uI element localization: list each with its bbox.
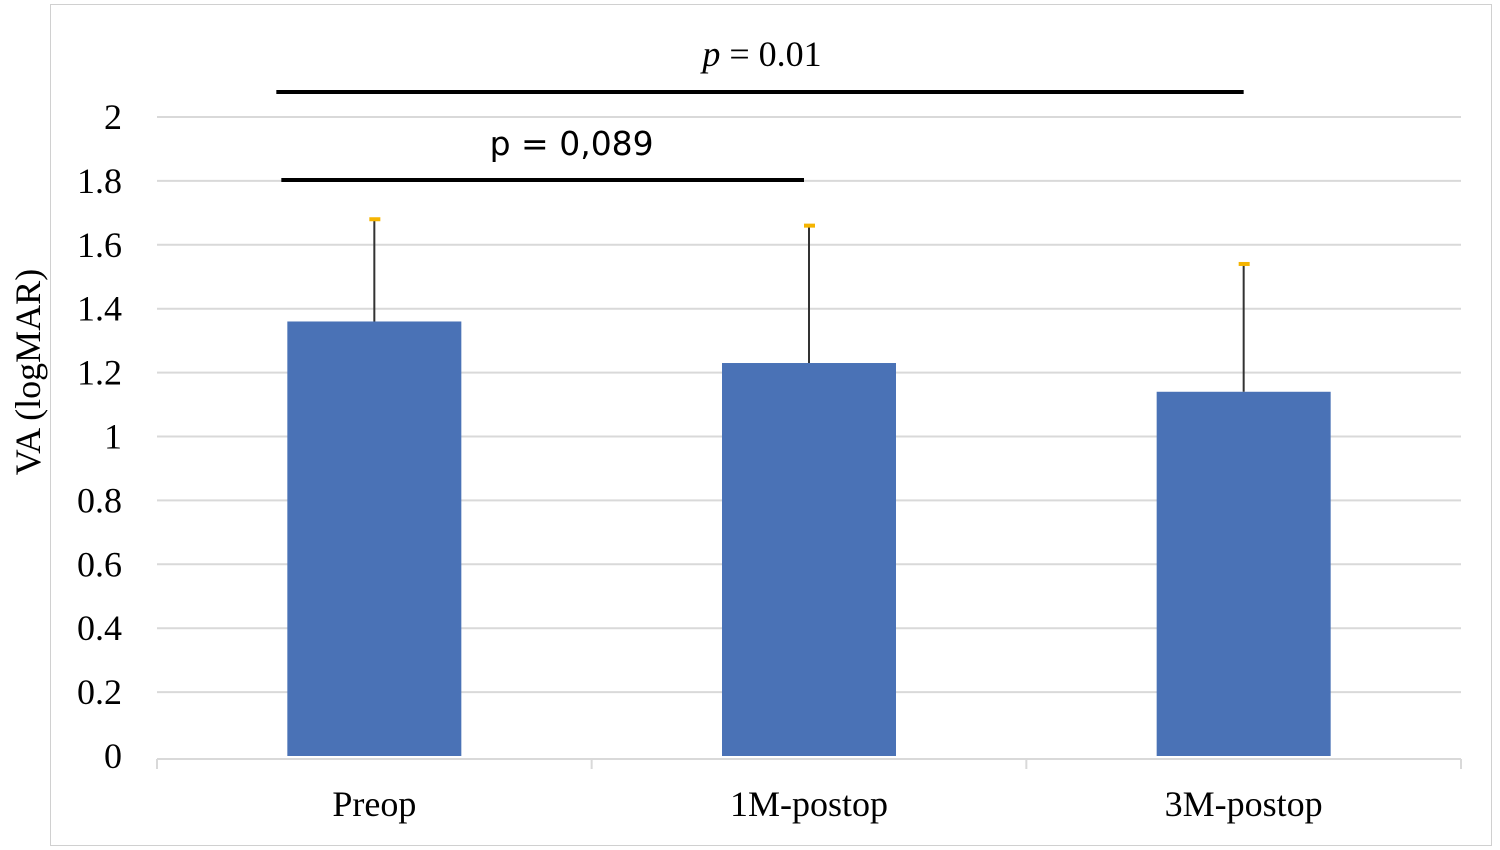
bars bbox=[287, 217, 1331, 756]
p-italic: p bbox=[699, 34, 720, 74]
bar bbox=[722, 363, 896, 756]
x-axis bbox=[156, 758, 1462, 769]
y-tick-label: 1.4 bbox=[77, 289, 122, 329]
y-tick-label: 0.6 bbox=[77, 544, 122, 584]
x-category-label: 1M-postop bbox=[730, 784, 888, 824]
bar bbox=[287, 321, 462, 756]
y-tick-label: 2 bbox=[104, 97, 122, 137]
x-category-label: 3M-postop bbox=[1165, 784, 1323, 824]
y-tick-label: 0.8 bbox=[77, 480, 122, 520]
y-axis-label: VA (logMAR) bbox=[8, 269, 48, 475]
x-category-label: Preop bbox=[332, 784, 416, 824]
y-tick-label: 0.4 bbox=[77, 608, 122, 648]
p-value-label: p = 0,089 bbox=[490, 124, 654, 163]
p-value-rest: = 0.01 bbox=[720, 34, 821, 74]
y-tick-labels: 0 0.2 0.4 0.6 0.8 1 1.2 1.4 1.6 1.8 2 bbox=[77, 97, 122, 776]
y-tick-label: 1.6 bbox=[77, 225, 122, 265]
significance-annotations: p = 0,089 p = 0.01 bbox=[276, 34, 1244, 182]
y-tick-label: 0 bbox=[104, 736, 122, 776]
y-tick-label: 1.2 bbox=[77, 353, 122, 393]
y-tick-label: 0.2 bbox=[77, 672, 122, 712]
x-category-labels: Preop 1M-postop 3M-postop bbox=[332, 784, 1322, 824]
y-tick-label: 1.8 bbox=[77, 161, 122, 201]
y-tick-label: 1 bbox=[104, 417, 122, 457]
bar bbox=[1156, 391, 1331, 756]
p-value-label: p = 0.01 bbox=[699, 34, 821, 74]
